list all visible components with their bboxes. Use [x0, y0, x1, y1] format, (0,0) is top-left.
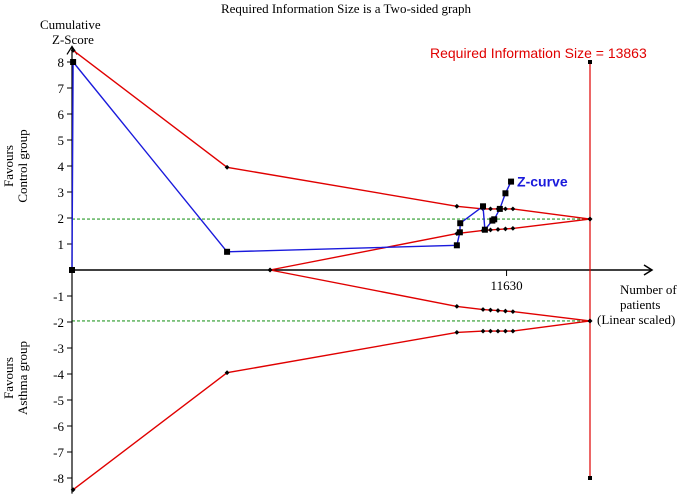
lower-boundary-point-3 — [480, 328, 486, 334]
z-curve-point-4 — [456, 229, 463, 236]
y-tick-label--3: -3 — [53, 341, 64, 356]
upper-boundary-point-1 — [224, 164, 230, 170]
z-curve-point-11 — [502, 190, 509, 197]
z-curve-line — [71, 60, 512, 271]
y-axis-label-line2: Z-Score — [52, 32, 94, 47]
y-tick-label-6: 6 — [58, 107, 65, 122]
y-tick-label--8: -8 — [53, 471, 64, 486]
upper-boundary-point-6 — [503, 206, 508, 212]
upper-boundary-point-0 — [70, 47, 76, 53]
z-curve-point-9 — [491, 216, 498, 223]
futility-lower-point-0 — [267, 267, 273, 273]
upper-boundary-point-7 — [510, 206, 516, 212]
lower-boundary-line — [72, 320, 591, 491]
lower-side-label-line2: Asthma group — [15, 341, 30, 415]
ris-line-bottom-marker — [588, 476, 592, 480]
futility-lower-point-3 — [488, 307, 493, 313]
upper-side-label-line1: Favours — [1, 145, 16, 187]
lower-boundary-point-5 — [495, 328, 501, 334]
y-tick-label-4: 4 — [58, 159, 65, 174]
y-tick-label--7: -7 — [53, 445, 64, 460]
futility-upper-line — [269, 218, 591, 271]
x-axis-arrow — [643, 264, 654, 276]
y-tick-label-1: 1 — [58, 237, 65, 252]
x-axis-label-line1: Number of — [620, 282, 677, 297]
futility-lower-point-6 — [510, 309, 516, 314]
y-tick-label--6: -6 — [53, 419, 64, 434]
z-curve-point-0 — [69, 267, 75, 273]
x-tick-label: 11630 — [491, 278, 523, 293]
z-curve-point-5 — [457, 220, 464, 227]
z-curve-point-2 — [224, 248, 231, 255]
futility-lower-point-2 — [480, 307, 486, 312]
lower-boundary-point-6 — [503, 328, 508, 334]
z-curve-label: Z-curve — [517, 174, 568, 190]
ris-line-top-marker — [588, 60, 592, 64]
z-curve-point-1 — [70, 59, 77, 65]
z-curve-point-12 — [508, 178, 515, 185]
y-tick-label--5: -5 — [53, 393, 64, 408]
z-curve-point-7 — [481, 226, 488, 233]
y-tick-label-7: 7 — [58, 81, 65, 96]
y-tick-label-2: 2 — [58, 211, 65, 226]
lower-boundary-point-1 — [224, 370, 230, 376]
upper-boundary-point-4 — [488, 206, 493, 212]
y-tick-label--2: -2 — [53, 315, 64, 330]
lower-side-label-line1: Favours — [1, 357, 16, 399]
futility-upper-point-5 — [503, 226, 508, 232]
chart-title: Required Information Size is a Two-sided… — [221, 1, 472, 16]
futility-upper-point-3 — [488, 227, 493, 233]
y-tick-label-8: 8 — [58, 55, 65, 70]
upper-side-label-line2: Control group — [15, 129, 30, 202]
z-curve-point-6 — [480, 203, 487, 210]
futility-lower-line — [269, 269, 591, 322]
futility-upper-point-6 — [510, 226, 516, 231]
lower-boundary-point-2 — [454, 330, 460, 335]
z-curve-point-3 — [453, 242, 460, 249]
upper-boundary-line — [72, 49, 591, 220]
z-curve-point-10 — [496, 205, 503, 212]
futility-lower-point-4 — [495, 308, 501, 313]
y-tick-label-3: 3 — [58, 185, 65, 200]
y-tick-label--1: -1 — [53, 289, 64, 304]
futility-lower-point-7 — [587, 318, 593, 324]
y-tick-label-5: 5 — [58, 133, 65, 148]
lower-boundary-point-0 — [70, 487, 76, 493]
y-tick-label--4: -4 — [53, 367, 64, 382]
futility-upper-point-7 — [587, 216, 593, 222]
lower-boundary-point-7 — [510, 328, 516, 334]
futility-lower-point-5 — [503, 308, 508, 314]
futility-lower-point-1 — [454, 304, 460, 309]
y-axis-label-line1: Cumulative — [40, 17, 101, 32]
x-axis-label-line3: (Linear scaled) — [597, 312, 675, 327]
futility-upper-point-4 — [495, 227, 501, 232]
lower-boundary-point-4 — [488, 328, 493, 334]
upper-boundary-point-2 — [454, 203, 460, 209]
x-axis-label-line2: patients — [620, 297, 660, 312]
chart-marks: -8 -7 -6 -5 -4 -3 -2 -1 1 2 3 4 5 6 7 8 11630 Z-curve — [53, 45, 654, 494]
ris-label: Required Information Size = 13863 — [430, 45, 647, 61]
